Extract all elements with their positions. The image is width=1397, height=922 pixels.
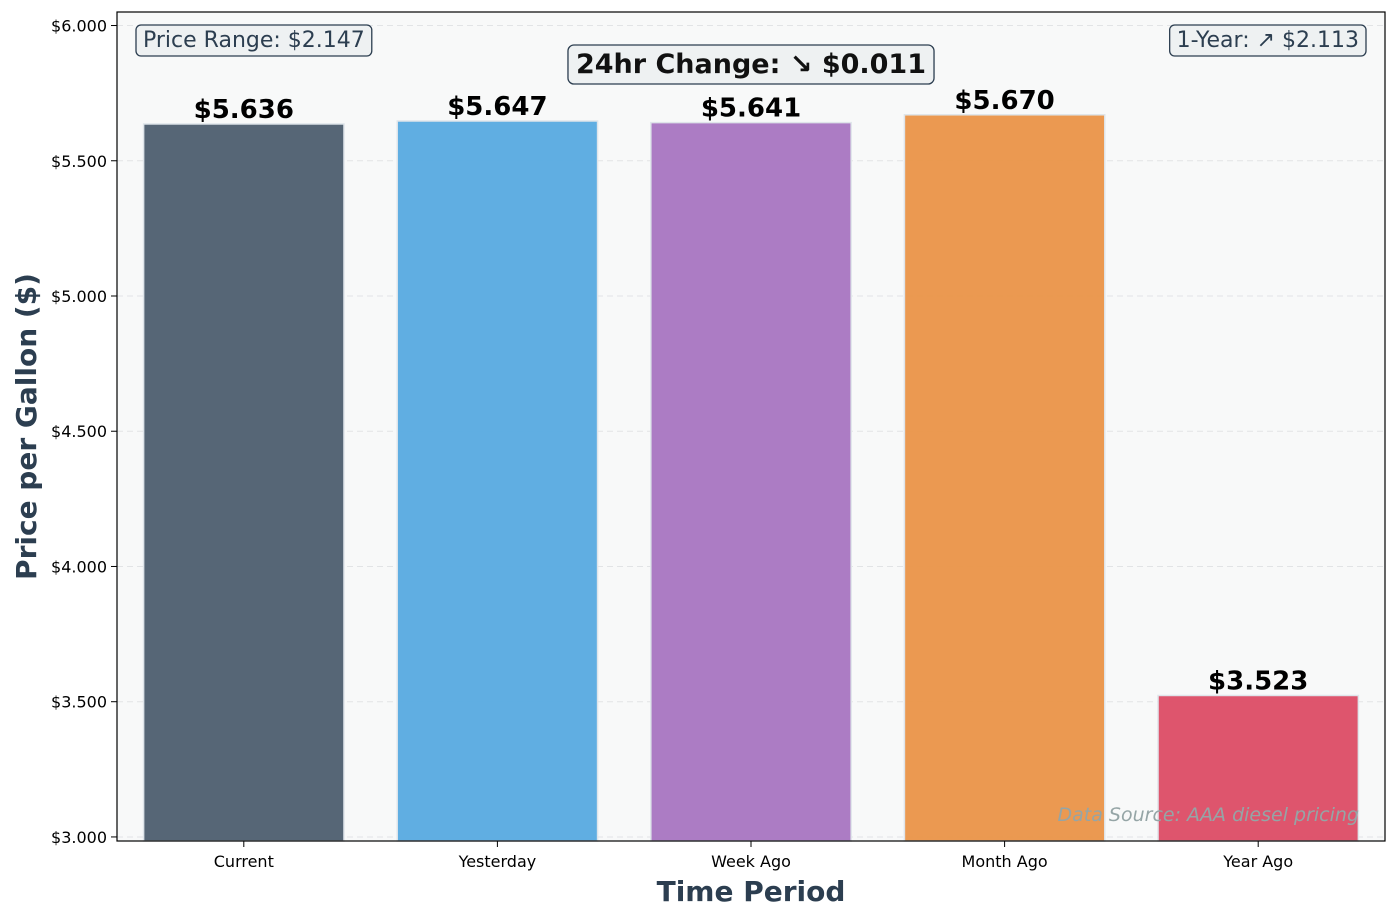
data-source-note: Data Source: AAA diesel pricing <box>1058 804 1359 826</box>
one-year-box <box>1169 24 1367 57</box>
bars <box>142 114 1360 842</box>
y-axis-title: Price per Gallon ($) <box>10 273 43 580</box>
x-axis-ticks: Current Yesterday Week Ago Month Ago Year Ag… <box>214 841 1293 871</box>
bar <box>903 114 1106 842</box>
price-range-annotation: Price Range: $2.147 <box>135 24 373 57</box>
x-tick-label: Week Ago <box>711 852 791 871</box>
change-24hr-text: 24hr Change: ↘ $0.011 <box>576 49 926 80</box>
bar-value-label: $5.670 <box>954 86 1054 116</box>
y-tick-label: $5.000 <box>51 287 107 306</box>
change-24hr-box <box>567 44 935 85</box>
y-tick-label: $3.000 <box>51 828 107 847</box>
change-24hr-annotation: 24hr Change: ↘ $0.011 <box>567 44 935 85</box>
one-year-text: 1-Year: ↗ $2.113 <box>1177 28 1359 53</box>
x-tick-label: Current <box>214 852 274 871</box>
bar-value-label: $3.523 <box>1208 666 1308 696</box>
bar <box>650 121 852 842</box>
x-tick-label: Yesterday <box>458 852 537 871</box>
y-tick-label: $4.000 <box>51 557 107 576</box>
value-labels: $5.636 $5.647 $5.641 $5.670 $3.523 <box>194 86 1309 697</box>
price-range-text: Price Range: $2.147 <box>143 28 365 53</box>
one-year-annotation: 1-Year: ↗ $2.113 <box>1169 24 1367 57</box>
bar <box>1157 694 1360 842</box>
y-tick-label: $6.000 <box>51 17 107 36</box>
bar-value-label: $5.636 <box>194 95 294 125</box>
y-tick-label: $4.500 <box>51 422 107 441</box>
y-tick-label: $5.500 <box>51 152 107 171</box>
price-range-box <box>135 24 373 57</box>
bar-value-label: $5.647 <box>447 92 547 122</box>
bar-value-label: $5.641 <box>701 94 801 124</box>
y-tick-label: $3.500 <box>51 693 107 712</box>
x-tick-label: Month Ago <box>962 852 1048 871</box>
x-tick-label: Year Ago <box>1222 852 1293 871</box>
bar <box>396 120 599 842</box>
bar <box>142 123 345 842</box>
x-axis-title: Time Period <box>657 875 846 908</box>
y-axis-ticks: $3.000 $3.500 $4.000 $4.500 $5.000 $5.500 $6.0… <box>51 17 117 847</box>
